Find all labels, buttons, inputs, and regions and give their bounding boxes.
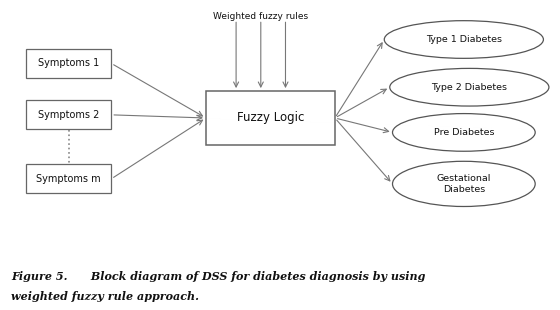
FancyBboxPatch shape <box>26 49 111 78</box>
Text: Type 2 Diabetes: Type 2 Diabetes <box>431 83 507 92</box>
Text: Gestational
Diabetes: Gestational Diabetes <box>437 174 491 193</box>
Text: Figure 5.: Figure 5. <box>11 271 68 282</box>
Text: Weighted fuzzy rules: Weighted fuzzy rules <box>213 12 309 21</box>
Text: Symptoms m: Symptoms m <box>36 174 101 184</box>
FancyBboxPatch shape <box>206 91 335 145</box>
Ellipse shape <box>393 113 535 151</box>
Text: Block diagram of DSS for diabetes diagnosis by using: Block diagram of DSS for diabetes diagno… <box>87 271 425 282</box>
Text: Symptoms 2: Symptoms 2 <box>38 110 99 120</box>
Ellipse shape <box>390 69 549 106</box>
Text: Pre Diabetes: Pre Diabetes <box>433 128 494 137</box>
Text: Symptoms 1: Symptoms 1 <box>38 58 99 69</box>
FancyBboxPatch shape <box>26 164 111 193</box>
Ellipse shape <box>384 21 543 58</box>
Ellipse shape <box>393 161 535 206</box>
FancyBboxPatch shape <box>26 100 111 129</box>
Text: Fuzzy Logic: Fuzzy Logic <box>237 112 304 125</box>
Text: Type 1 Diabetes: Type 1 Diabetes <box>426 35 502 44</box>
Text: weighted fuzzy rule approach.: weighted fuzzy rule approach. <box>11 291 199 302</box>
